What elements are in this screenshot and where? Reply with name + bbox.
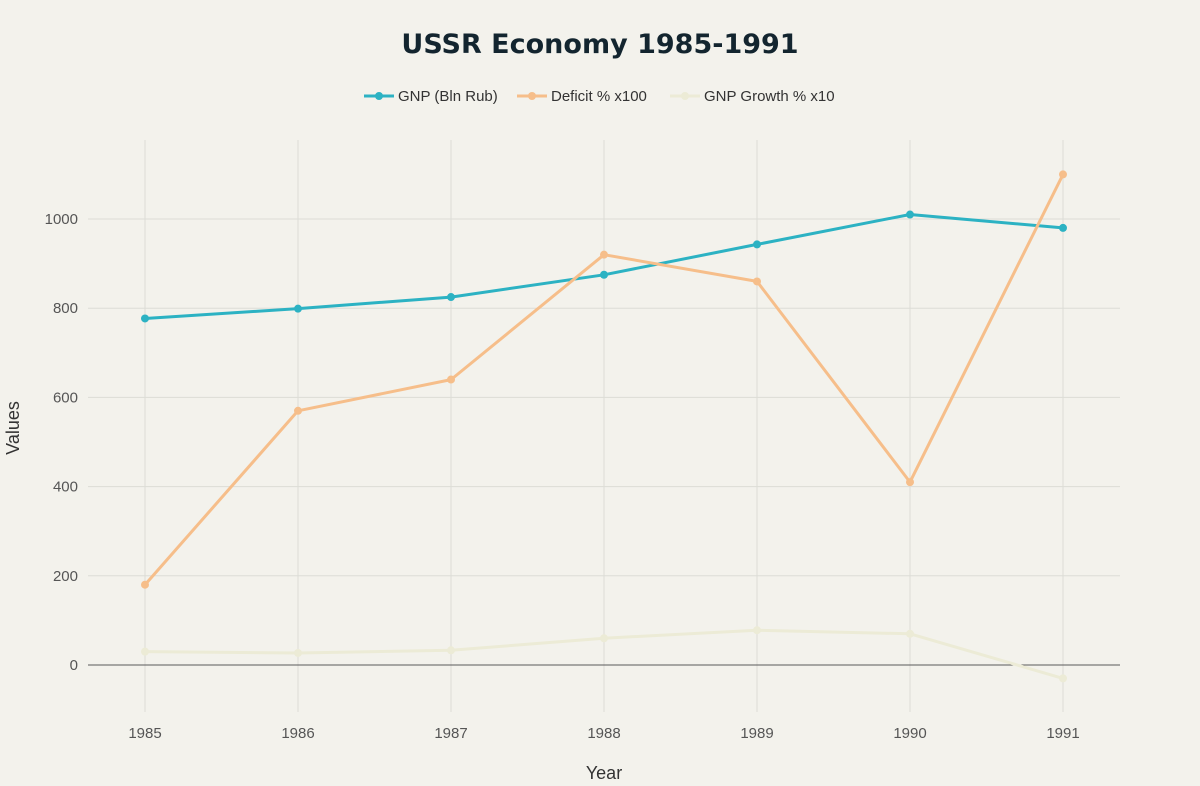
- y-tick-label-600: 600: [53, 389, 78, 406]
- data-point-1-1986[interactable]: [294, 304, 302, 313]
- data-point-2-1990[interactable]: [906, 478, 914, 487]
- x-tick-label-1989: 1989: [740, 725, 773, 742]
- data-point-1-1990[interactable]: [906, 210, 914, 219]
- data-point-1-1989[interactable]: [753, 240, 761, 249]
- data-point-2-1986[interactable]: [294, 406, 302, 415]
- y-tick-label-400: 400: [53, 479, 78, 496]
- x-axis: 1985 1986 1987 1988 1989 1990 1991: [128, 725, 1079, 742]
- data-point-2-1988[interactable]: [600, 250, 608, 259]
- y-tick-label-800: 800: [53, 300, 78, 317]
- x-tick-label-1985: 1985: [128, 725, 161, 742]
- data-point-3-1986[interactable]: [294, 648, 302, 657]
- data-point-3-1990[interactable]: [906, 629, 914, 638]
- gridlines: [88, 140, 1120, 712]
- data-point-2-1985[interactable]: [141, 580, 149, 589]
- y-axis: 0 200 400 600 800 1000: [45, 211, 78, 674]
- legend-item-1[interactable]: GNP (Bln Rub): [364, 88, 498, 105]
- y-tick-label-1000: 1000: [45, 211, 78, 228]
- y-tick-label-0: 0: [70, 657, 78, 674]
- data-point-1-1987[interactable]: [447, 293, 455, 302]
- x-tick-label-1988: 1988: [587, 725, 620, 742]
- y-axis-title: Values: [3, 401, 23, 455]
- x-axis-title: Year: [586, 763, 622, 783]
- legend-label: GNP Growth % x10: [704, 88, 835, 105]
- data-point-3-1991[interactable]: [1059, 674, 1067, 683]
- series-1: [141, 210, 1067, 323]
- legend[interactable]: GNP (Bln Rub) Deficit % x100 GNP Growth % …: [364, 88, 835, 105]
- legend-label: Deficit % x100: [551, 88, 647, 105]
- x-tick-label-1986: 1986: [281, 725, 314, 742]
- legend-label: GNP (Bln Rub): [398, 88, 498, 105]
- data-point-2-1987[interactable]: [447, 375, 455, 384]
- legend-swatch-marker: [681, 92, 689, 100]
- series-3: [141, 626, 1067, 683]
- chart-title: USSR Economy 1985-1991: [401, 29, 798, 60]
- y-tick-label-200: 200: [53, 568, 78, 585]
- series-layer: [141, 170, 1067, 683]
- data-point-3-1988[interactable]: [600, 634, 608, 643]
- x-tick-label-1987: 1987: [434, 725, 467, 742]
- data-point-1-1985[interactable]: [141, 314, 149, 323]
- data-point-3-1987[interactable]: [447, 646, 455, 655]
- legend-swatch-marker: [528, 92, 536, 100]
- legend-item-3[interactable]: GNP Growth % x10: [670, 88, 835, 105]
- data-point-2-1989[interactable]: [753, 277, 761, 286]
- x-tick-label-1990: 1990: [893, 725, 926, 742]
- series-2: [141, 170, 1067, 589]
- data-point-2-1991[interactable]: [1059, 170, 1067, 179]
- legend-swatch-marker: [375, 92, 383, 100]
- x-tick-label-1991: 1991: [1046, 725, 1079, 742]
- data-point-1-1988[interactable]: [600, 270, 608, 279]
- legend-item-2[interactable]: Deficit % x100: [517, 88, 647, 105]
- data-point-3-1989[interactable]: [753, 626, 761, 635]
- data-point-1-1991[interactable]: [1059, 223, 1067, 232]
- data-point-3-1985[interactable]: [141, 647, 149, 656]
